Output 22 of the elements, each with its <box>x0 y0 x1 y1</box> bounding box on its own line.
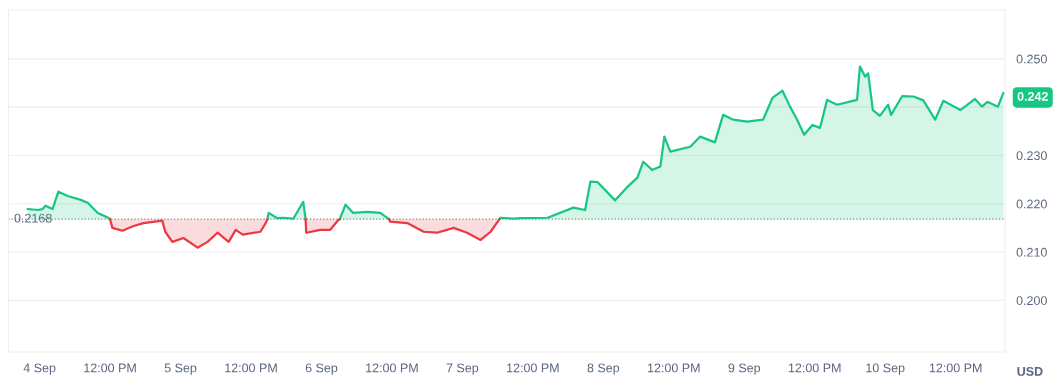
x-tick-label: 4 Sep <box>23 363 56 375</box>
y-tick-label: 0.250 <box>1016 54 1047 64</box>
y-tick-label: 0.200 <box>1016 296 1047 305</box>
x-tick-label: 8 Sep <box>587 363 620 375</box>
x-tick-label: 7 Sep <box>446 363 479 375</box>
x-tick-label: 9 Sep <box>728 363 761 375</box>
text: USD <box>1017 366 1043 376</box>
x-tick-label: 12:00 PM <box>507 363 559 373</box>
x-tick-label: 12:00 PM <box>788 363 841 373</box>
x-tick-label: 12:00 PM <box>225 363 277 373</box>
x-tick-label: 12:00 PM <box>929 363 982 373</box>
y-tick-label: 0.210 <box>1016 247 1047 257</box>
x-tick-label: 12:00 PM <box>648 363 700 373</box>
x-tick-label: 12:00 PM <box>366 363 418 373</box>
y-tick-label: 0.230 <box>1016 151 1047 161</box>
annotation: 0.242 <box>1017 91 1048 101</box>
x-tick-label: 12:00 PM <box>84 363 136 373</box>
x-tick-label: 10 Sep <box>866 363 905 375</box>
ref-line-label: 0.2168 <box>14 213 52 223</box>
x-tick-label: 5 Sep <box>164 363 197 375</box>
x-tick-label: 6 Sep <box>305 363 338 375</box>
y-tick-label: 0.220 <box>1016 199 1047 209</box>
